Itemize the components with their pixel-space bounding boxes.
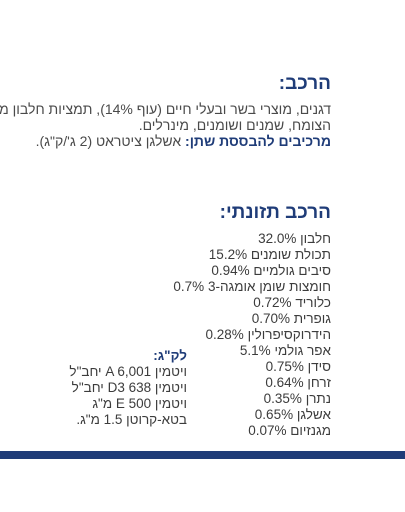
- per-kg-item-vitamin-e: ויטמין E 500 מ"ג: [92, 396, 187, 411]
- per-kg-item-vitamin-d3: ויטמין D3 638 יחב"ל: [71, 380, 187, 395]
- analytic-list: חלבון 32.0% תכולת שומנים 15.2% סיבים גול…: [173, 231, 331, 439]
- analytic-item-potassium: אשלגן 0.65%: [254, 407, 331, 422]
- composition-line-1: דגנים, מוצרי בשר ובעלי חיים (עוף 14%), ת…: [0, 101, 331, 117]
- per-kg-item-beta-carotene: בטא-קרוטן 1.5 מ"ג.: [76, 412, 187, 427]
- additives-line: מרכיבים להבססת שתן: אשלגן ציטראט (2 ג'/ק…: [11, 133, 331, 149]
- footer-bar: [0, 451, 405, 459]
- composition-title: הרכב:: [278, 73, 331, 94]
- per-kg-list: לק"ג: ויטמין A 6,001 יחב"ל ויטמין D3 638…: [69, 348, 187, 428]
- analytic-item-omega3: חומצות שומן אומגה-3 0.7%: [173, 279, 331, 294]
- per-kg-item-vitamin-a: ויטמין A 6,001 יחב"ל: [69, 364, 187, 379]
- analytic-item-chloride: כלוריד 0.72%: [253, 295, 331, 310]
- analytic-item-fiber: סיבים גולמיים 0.94%: [211, 263, 331, 278]
- analytic-item-phosphorus: זרחן 0.64%: [265, 375, 331, 390]
- analytic-item-sodium: נתרן 0.35%: [263, 391, 331, 406]
- additives-label: מרכיבים להבססת שתן:: [185, 133, 331, 149]
- nutrition-title: הרכב תזונתי:: [219, 202, 331, 223]
- analytic-item-calcium: סידן 0.75%: [265, 359, 331, 374]
- composition-text: דגנים, מוצרי בשר ובעלי חיים (עוף 14%), ת…: [0, 101, 331, 149]
- analytic-item-ash: אפר גולמי 5.1%: [239, 343, 331, 358]
- composition-line-2: הצומח, שמנים ושומנים, מינרלים.: [138, 117, 331, 133]
- per-kg-header: לק"ג:: [153, 348, 187, 363]
- analytic-item-fat: תכולת שומנים 15.2%: [208, 247, 331, 262]
- analytic-item-hydroxyproline: הידרוקסיפרולין 0.28%: [205, 327, 331, 342]
- analytic-item-magnesium: מגנזיום 0.07%: [248, 423, 331, 438]
- analytic-item-protein: חלבון 32.0%: [258, 231, 331, 246]
- analytic-item-sulfur: גופרית 0.70%: [251, 311, 331, 326]
- additives-value: אשלגן ציטראט (2 ג'/ק"ג).: [35, 133, 182, 149]
